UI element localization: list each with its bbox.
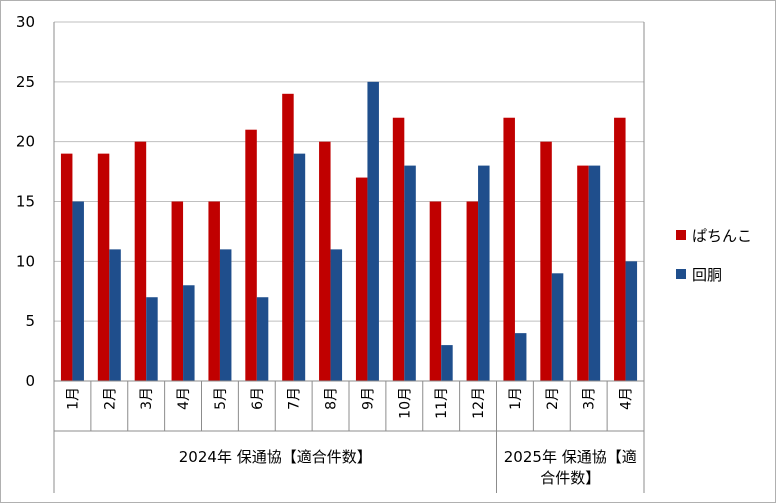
bar-pachinko <box>97 153 110 381</box>
bar-pachinko <box>503 117 515 381</box>
group-label-line: 合件数】 <box>540 469 600 487</box>
category-label: 10月 <box>397 387 413 419</box>
bar-kaido <box>367 81 379 381</box>
bar-pachinko <box>171 201 184 381</box>
category-label: 4月 <box>176 387 192 410</box>
y-tick-label: 25 <box>16 73 35 91</box>
bar-kaido <box>183 285 195 381</box>
y-tick-label: 15 <box>16 193 35 211</box>
category-label: 2月 <box>545 387 561 410</box>
bar-pachinko <box>134 141 147 381</box>
category-label: 1月 <box>65 387 81 410</box>
legend-label-pachinko: ぱちんこ <box>692 226 753 245</box>
category-label: 9月 <box>360 387 376 410</box>
bar-kaido <box>293 153 306 381</box>
bar-pachinko <box>429 201 442 381</box>
category-label: 6月 <box>250 387 266 410</box>
bar-pachinko <box>208 201 220 381</box>
category-label: 12月 <box>471 387 487 419</box>
y-tick-label: 10 <box>16 252 35 270</box>
category-label: 2月 <box>102 387 118 410</box>
group-label-line: 2025年 保通協【適 <box>504 448 637 466</box>
bar-kaido <box>441 345 453 381</box>
legend: ぱちんこ 回胴 <box>676 223 752 301</box>
bar-kaido <box>588 165 601 381</box>
legend-item-kaido: 回胴 <box>676 262 752 286</box>
category-label: 3月 <box>139 387 155 410</box>
legend-label-kaido: 回胴 <box>692 265 723 284</box>
bar-pachinko <box>466 201 479 381</box>
bar-kaido <box>330 249 343 381</box>
category-label: 3月 <box>582 387 598 410</box>
bar-pachinko <box>245 129 257 381</box>
bar-pachinko <box>540 141 552 381</box>
bar-kaido <box>256 297 269 381</box>
y-tick-label: 20 <box>16 133 35 151</box>
bar-kaido <box>72 201 84 381</box>
bar-kaido <box>514 333 527 381</box>
bar-kaido <box>219 249 232 381</box>
bar-kaido <box>625 261 638 381</box>
group-label: 2024年 保通協【適合件数】 <box>179 448 372 466</box>
category-label: 4月 <box>619 387 635 410</box>
bar-pachinko <box>577 165 589 381</box>
bar-pachinko <box>282 93 294 382</box>
bar-pachinko <box>60 153 73 381</box>
legend-swatch-pachinko <box>676 230 686 240</box>
legend-swatch-kaido <box>676 269 686 279</box>
bar-kaido <box>109 249 121 381</box>
category-label: 11月 <box>434 387 450 419</box>
bar-pachinko <box>355 177 368 381</box>
bar-pachinko <box>319 141 331 381</box>
legend-item-pachinko: ぱちんこ <box>676 223 752 247</box>
bar-kaido <box>404 165 416 381</box>
bar-pachinko <box>392 117 405 381</box>
bar-kaido <box>551 273 564 381</box>
y-tick-label: 0 <box>25 372 35 390</box>
category-label: 1月 <box>508 387 524 410</box>
category-label: 5月 <box>213 387 229 410</box>
category-label: 7月 <box>287 387 303 410</box>
bar-kaido <box>146 297 158 381</box>
y-tick-label: 30 <box>16 13 35 31</box>
bar-pachinko <box>614 117 626 381</box>
category-label: 8月 <box>324 387 340 410</box>
bar-kaido <box>478 165 490 381</box>
y-tick-label: 5 <box>25 312 35 330</box>
